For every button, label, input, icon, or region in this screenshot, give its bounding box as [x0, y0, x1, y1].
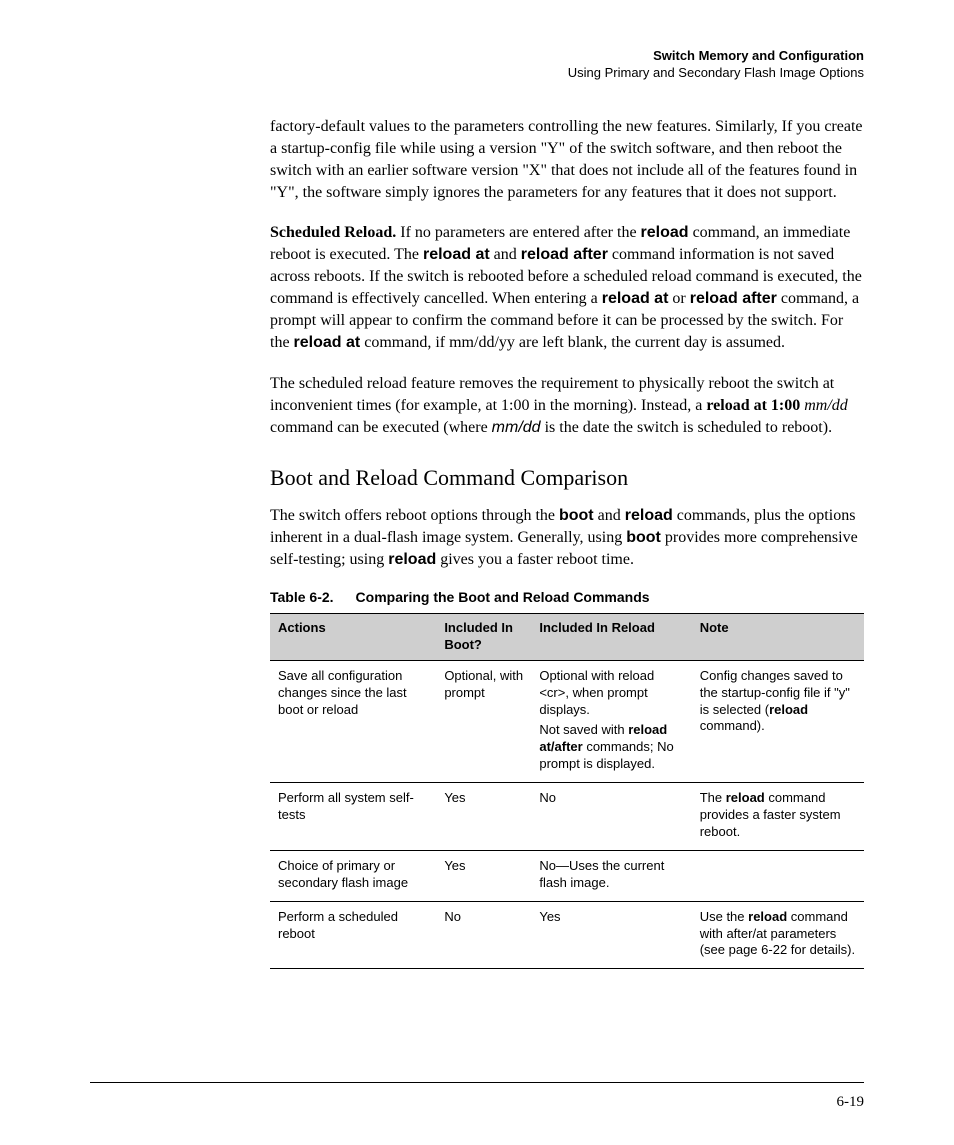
header-subtitle: Using Primary and Secondary Flash Image … [270, 65, 864, 82]
text: gives you a faster reboot time. [436, 551, 634, 568]
text: The switch offers reboot options through… [270, 507, 559, 524]
running-header: Switch Memory and Configuration Using Pr… [270, 48, 864, 82]
table-row: Perform a scheduled reboot No Yes Use th… [270, 901, 864, 969]
cell-note [692, 850, 864, 901]
table-row: Perform all system self-tests Yes No The… [270, 783, 864, 851]
cell-boot: Optional, with prompt [436, 660, 531, 782]
run-in-heading: Scheduled Reload. [270, 224, 396, 241]
footer-rule [90, 1082, 864, 1083]
table-caption: Table 6-2. Comparing the Boot and Reload … [270, 589, 864, 605]
keyword-reload: reload [625, 507, 673, 524]
table-title: Comparing the Boot and Reload Commands [356, 589, 650, 605]
keyword-reload-at: reload at [602, 290, 669, 307]
italic-mmdd: mm/dd [492, 419, 541, 436]
table-row: Choice of primary or secondary flash ima… [270, 850, 864, 901]
italic-mmdd: mm/dd [804, 397, 848, 414]
table-row: Save all configuration changes since the… [270, 660, 864, 782]
section-heading: Boot and Reload Command Comparison [270, 465, 864, 491]
col-header-actions: Actions [270, 614, 436, 661]
cell-text: Not saved with reload at/after commands;… [539, 722, 683, 773]
keyword-reload-at-time: reload at 1:00 [706, 397, 800, 414]
keyword-reload: reload [726, 790, 765, 805]
cell-reload: Yes [531, 901, 691, 969]
paragraph-continuation: factory-default values to the parameters… [270, 116, 864, 204]
paragraph-boot-reload-intro: The switch offers reboot options through… [270, 505, 864, 571]
cell-boot: No [436, 901, 531, 969]
col-header-reload: Included In Reload [531, 614, 691, 661]
table-header-row: Actions Included In Boot? Included In Re… [270, 614, 864, 661]
header-title: Switch Memory and Configuration [270, 48, 864, 65]
cell-reload: No—Uses the current flash image. [531, 850, 691, 901]
cell-note: Config changes saved to the startup-conf… [692, 660, 864, 782]
col-header-note: Note [692, 614, 864, 661]
keyword-reload: reload [388, 551, 436, 568]
cell-reload: Optional with reload <cr>, when prompt d… [531, 660, 691, 782]
text: Not saved with [539, 722, 628, 737]
comparison-table: Actions Included In Boot? Included In Re… [270, 613, 864, 969]
keyword-boot: boot [559, 507, 594, 524]
keyword-boot: boot [626, 529, 661, 546]
text: and [594, 507, 625, 524]
text: Use the [700, 909, 748, 924]
text: The [700, 790, 726, 805]
text: command can be executed (where [270, 419, 492, 436]
cell-reload: No [531, 783, 691, 851]
keyword-reload-after: reload after [690, 290, 777, 307]
col-header-boot: Included In Boot? [436, 614, 531, 661]
keyword-reload-at: reload at [294, 334, 361, 351]
text: command). [700, 718, 765, 733]
cell-actions: Perform all system self-tests [270, 783, 436, 851]
text: and [490, 246, 521, 263]
text: factory-default values to the parameters… [270, 118, 863, 201]
text: command, if mm/dd/yy are left blank, the… [360, 334, 785, 351]
text: or [668, 290, 689, 307]
cell-actions: Save all configuration changes since the… [270, 660, 436, 782]
keyword-reload: reload [769, 702, 808, 717]
cell-note: Use the reload command with after/at par… [692, 901, 864, 969]
cell-actions: Choice of primary or secondary flash ima… [270, 850, 436, 901]
page-number: 6-19 [837, 1094, 865, 1111]
page: Switch Memory and Configuration Using Pr… [0, 0, 954, 1145]
keyword-reload-after: reload after [521, 246, 608, 263]
keyword-reload: reload [748, 909, 787, 924]
keyword-reload-at: reload at [423, 246, 490, 263]
table-label: Table 6-2. [270, 589, 334, 605]
keyword-reload: reload [641, 224, 689, 241]
cell-text: Optional with reload <cr>, when prompt d… [539, 668, 683, 719]
paragraph-scheduled-reload-2: The scheduled reload feature removes the… [270, 373, 864, 439]
cell-note: The reload command provides a faster sys… [692, 783, 864, 851]
text: If no parameters are entered after the [396, 224, 640, 241]
cell-actions: Perform a scheduled reboot [270, 901, 436, 969]
text: is the date the switch is scheduled to r… [541, 419, 832, 436]
cell-boot: Yes [436, 850, 531, 901]
cell-boot: Yes [436, 783, 531, 851]
paragraph-scheduled-reload: Scheduled Reload. If no parameters are e… [270, 222, 864, 354]
